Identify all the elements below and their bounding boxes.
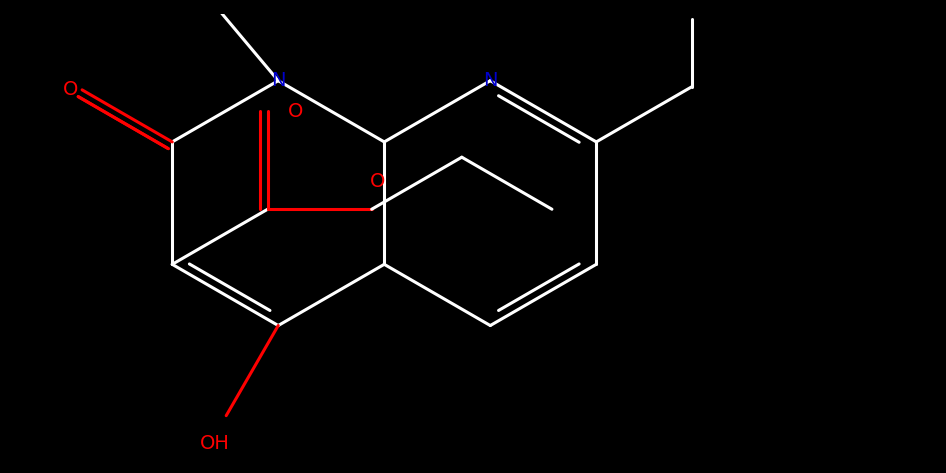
Text: N: N (483, 71, 498, 90)
Text: O: O (370, 172, 385, 191)
Text: N: N (271, 71, 286, 90)
Text: O: O (63, 80, 79, 99)
Text: OH: OH (201, 434, 230, 453)
Text: O: O (288, 102, 303, 121)
